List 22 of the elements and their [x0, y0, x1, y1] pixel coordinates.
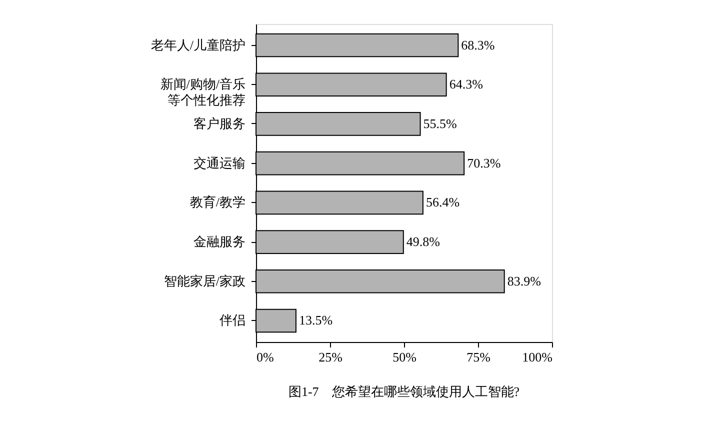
y-tick-label: 伴侣 — [220, 312, 246, 328]
data-label: 49.8% — [406, 234, 440, 250]
y-tick-label: 老年人/儿童陪护 — [150, 37, 246, 52]
x-tick-label: 75% — [466, 350, 491, 364]
y-tick-label: 智能家居/家政 — [164, 273, 246, 288]
x-tick-label: 100% — [522, 350, 553, 364]
text: 图1-7 您希望在哪些领域使用人工智能? — [288, 384, 520, 399]
data-label: 68.3% — [461, 37, 495, 52]
data-label: 83.9% — [507, 273, 542, 288]
x-tick-label: 50% — [392, 350, 417, 364]
x-tick-label: 0% — [256, 350, 274, 364]
data-label: 70.3% — [467, 155, 501, 170]
y-tick-label: 交通运输 — [194, 155, 246, 170]
y-tick-label: 新闻/购物/音乐等个性化推荐 — [160, 76, 246, 108]
y-tick-label: 金融服务 — [194, 234, 246, 250]
data-label: 13.5% — [298, 312, 333, 328]
data-label: 64.3% — [449, 76, 484, 92]
data-label: 56.4% — [426, 194, 460, 210]
y-tick-label: 教育/教学 — [190, 194, 246, 210]
data-label: 55.5% — [423, 116, 458, 131]
y-tick-label: 客户服务 — [194, 116, 246, 131]
x-tick-label: 25% — [318, 350, 343, 364]
